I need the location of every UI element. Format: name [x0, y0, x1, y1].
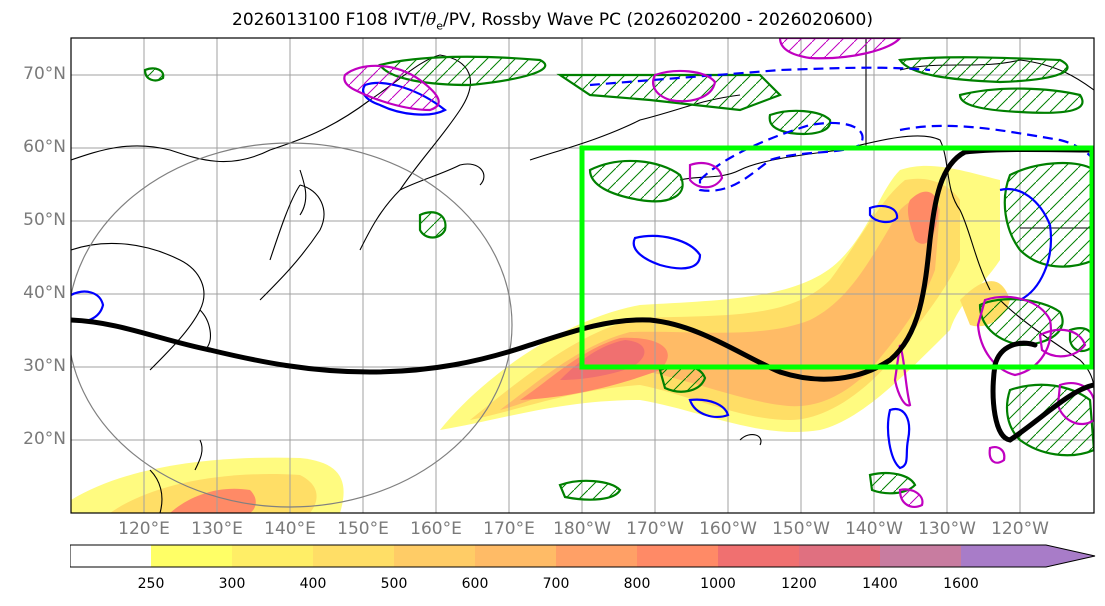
- colorbar-tick: 1000: [700, 576, 736, 592]
- rossby-wave-loop: [990, 340, 1094, 443]
- colorbar: [70, 544, 1096, 568]
- colorbar-segment: [637, 545, 718, 567]
- colorbar-segment: [961, 545, 1046, 567]
- lat-label-70n: 70°N: [23, 64, 66, 84]
- lon-label: 160°E: [410, 519, 462, 539]
- colorbar-tick: 1400: [862, 576, 898, 592]
- colorbar-extend-arrow: [1046, 545, 1095, 567]
- rossby-wave-line: [71, 147, 1094, 382]
- colorbar-tick: 400: [299, 576, 327, 592]
- lon-label: 130°W: [918, 519, 976, 539]
- colorbar-segment: [880, 545, 961, 567]
- reference-circle: [71, 142, 513, 508]
- lat-label-60n: 60°N: [23, 137, 66, 157]
- colorbar-tick: 700: [542, 576, 570, 592]
- lon-label: 140°W: [845, 519, 903, 539]
- colorbar-tick: 1600: [943, 576, 979, 592]
- lon-label: 170°E: [483, 519, 535, 539]
- colorbar-tick: 1200: [781, 576, 817, 592]
- positive-contours: [143, 55, 1094, 501]
- colorbar-tick: 300: [218, 576, 246, 592]
- lat-label-30n: 30°N: [23, 356, 66, 376]
- map-title: 2026013100 F108 IVT/θe/PV, Rossby Wave P…: [232, 10, 873, 33]
- colorbar-tick: 250: [137, 576, 165, 592]
- lon-label: 170°W: [626, 519, 684, 539]
- negative-contours: [71, 66, 1094, 470]
- colorbar-tick: 600: [461, 576, 489, 592]
- pv-region-box: [579, 145, 1094, 370]
- lon-label: 150°E: [337, 519, 389, 539]
- lon-label: 120°W: [991, 519, 1049, 539]
- colorbar-segment: [313, 545, 394, 567]
- colorbar-segment: [718, 545, 799, 567]
- lon-label: 120°E: [118, 519, 170, 539]
- colorbar-segment: [394, 545, 475, 567]
- lon-label: 130°E: [191, 519, 243, 539]
- colorbar-segment: [232, 545, 313, 567]
- colorbar-tick: 800: [623, 576, 651, 592]
- lat-label-40n: 40°N: [23, 283, 66, 303]
- colorbar-segment: [475, 545, 556, 567]
- magenta-contours: [343, 38, 1094, 508]
- lat-label-50n: 50°N: [23, 210, 66, 230]
- lon-label: 180°W: [553, 519, 611, 539]
- lon-label: 150°W: [772, 519, 830, 539]
- colorbar-segment-under: [70, 545, 151, 567]
- colorbar-segment: [151, 545, 232, 567]
- colorbar-tick: 500: [380, 576, 408, 592]
- lat-label-20n: 20°N: [23, 429, 66, 449]
- colorbar-segment: [556, 545, 637, 567]
- lon-label: 140°E: [264, 519, 316, 539]
- colorbar-segment: [799, 545, 880, 567]
- map-frame: [70, 37, 1095, 514]
- lon-label: 160°W: [699, 519, 757, 539]
